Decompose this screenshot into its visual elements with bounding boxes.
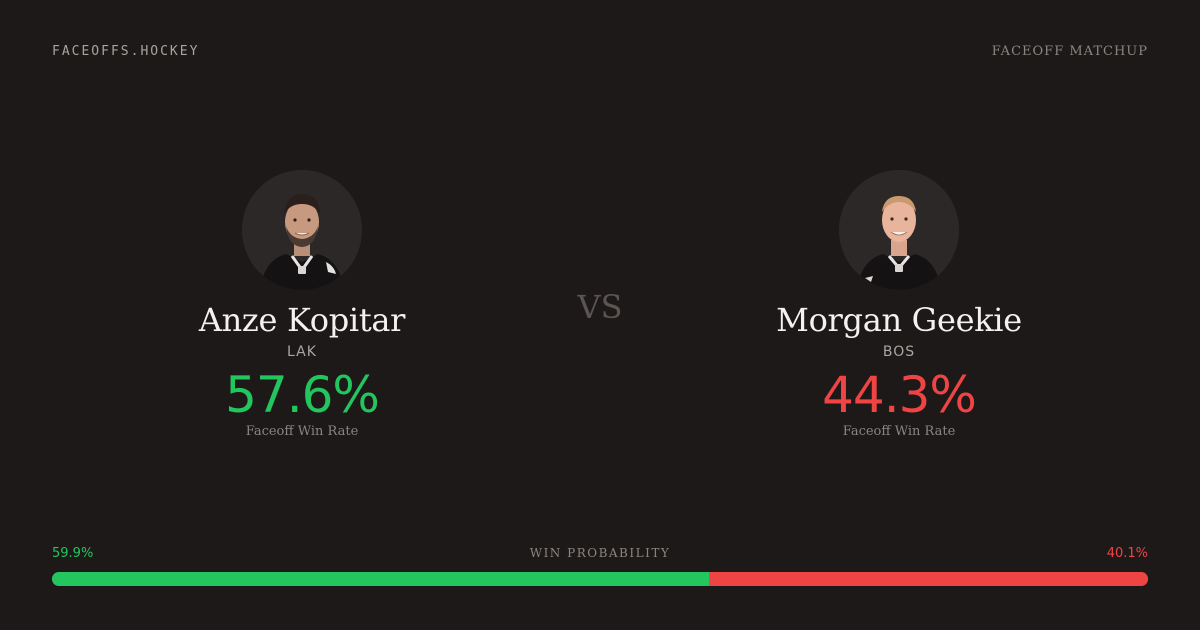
versus-label: VS — [577, 288, 623, 326]
player-card-right: Morgan Geekie BOS 44.3% Faceoff Win Rate — [699, 170, 1099, 439]
brand-logo-text: FACEOFFS.HOCKEY — [52, 44, 200, 59]
team-abbreviation: LAK — [287, 344, 317, 360]
team-abbreviation: BOS — [882, 344, 916, 360]
faceoff-win-rate-label: Faceoff Win Rate — [842, 424, 956, 439]
win-probability-bar-right — [708, 572, 1148, 586]
faceoff-win-rate-label: Faceoff Win Rate — [245, 424, 359, 439]
player-name: Morgan Geekie — [776, 301, 1022, 339]
player-name: Anze Kopitar — [198, 301, 406, 339]
faceoff-win-rate: 44.3% — [822, 366, 977, 424]
win-probability-left-value: 59.9% — [52, 546, 94, 561]
player-card-left: Anze Kopitar LAK 57.6% Faceoff Win Rate — [102, 170, 502, 439]
win-probability-bar — [52, 572, 1148, 586]
player-headshot-icon — [242, 170, 362, 290]
win-probability-bar-left — [52, 572, 709, 586]
page-label: FACEOFF MATCHUP — [991, 44, 1148, 59]
win-probability-right-value: 40.1% — [1106, 546, 1148, 561]
player-headshot-icon — [839, 170, 959, 290]
win-probability-title: WIN PROBABILITY — [529, 546, 671, 560]
faceoff-win-rate: 57.6% — [225, 366, 380, 424]
